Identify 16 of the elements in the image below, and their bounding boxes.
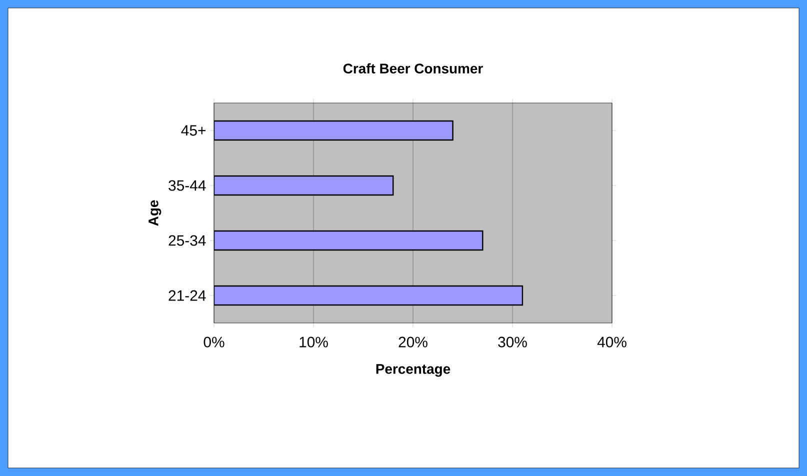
chart-title: Craft Beer Consumer (343, 63, 483, 74)
x-tick-label: 10% (300, 336, 328, 348)
x-tick-label: 40% (597, 336, 626, 348)
x-tick-label: 0% (204, 336, 224, 348)
bar (214, 175, 394, 196)
y-tick-label: 25-34 (168, 235, 206, 246)
bar (214, 230, 484, 251)
y-tick-label: 45+ (181, 125, 206, 136)
y-tick-label: 21-24 (168, 290, 206, 301)
y-tick-label: 35-44 (168, 180, 206, 191)
bar (214, 285, 524, 306)
y-axis-title: Age (148, 200, 162, 226)
x-tick-label: 30% (498, 336, 527, 348)
x-tick-label: 20% (398, 336, 428, 348)
bar (214, 120, 454, 141)
x-axis-title: Percentage (376, 364, 450, 377)
